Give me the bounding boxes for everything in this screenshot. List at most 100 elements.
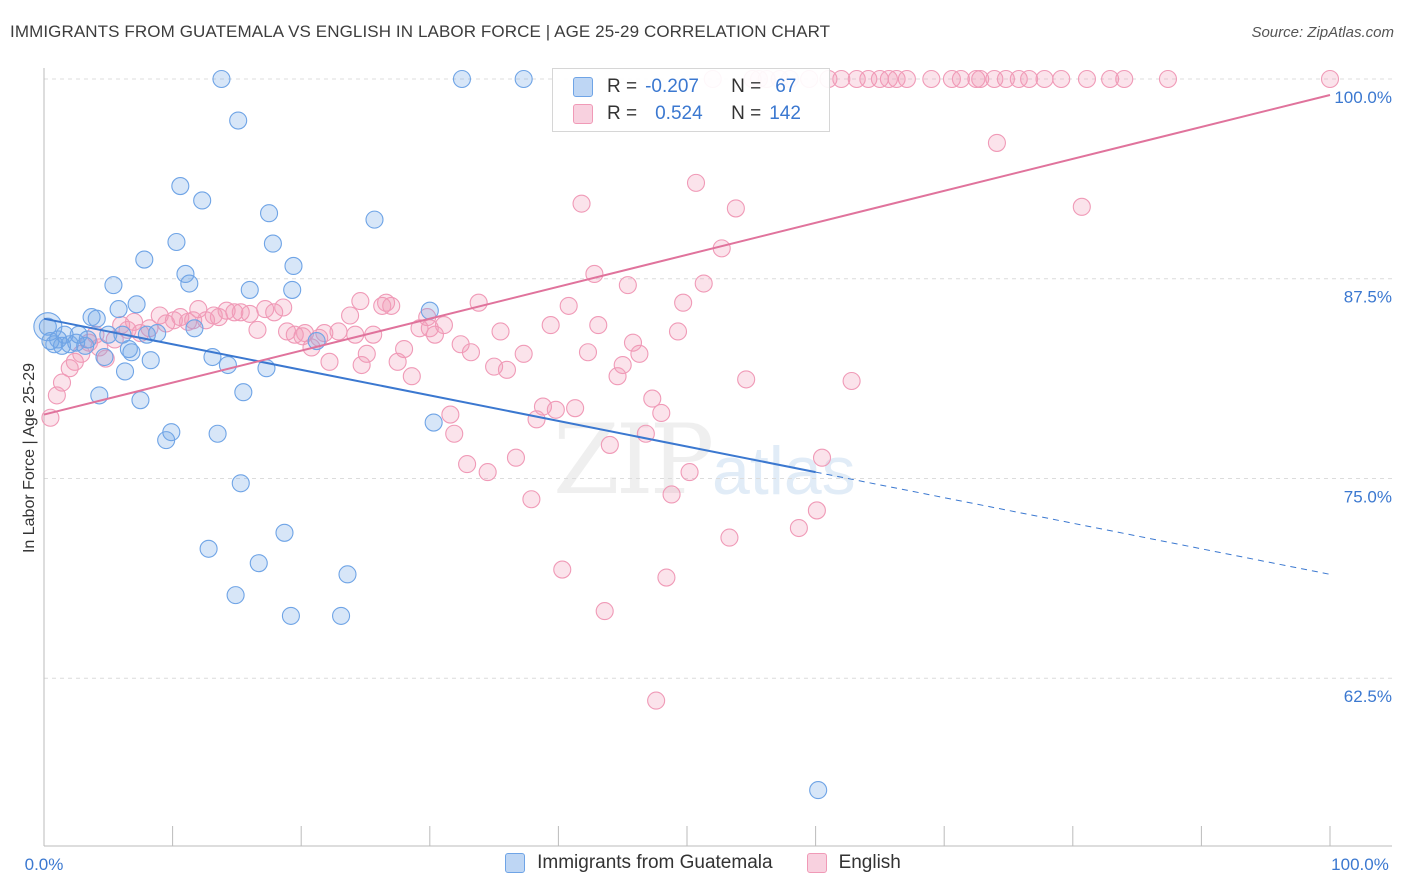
tick-labels: 62.5% 75.0% 87.5% 100.0% 0.0% 100.0%	[25, 88, 1392, 874]
point-english	[346, 325, 365, 344]
trend-line-guatemala-extension	[815, 471, 1331, 575]
point-english	[1077, 69, 1096, 89]
point-english	[1035, 69, 1054, 89]
point-guatemala	[131, 391, 150, 410]
point-english	[1052, 69, 1071, 89]
point-guatemala	[234, 383, 253, 402]
point-guatemala	[275, 523, 294, 542]
point-english	[608, 367, 627, 386]
point-english	[737, 370, 756, 389]
point-english	[1101, 69, 1120, 89]
point-english	[623, 333, 643, 352]
legend-item-english[interactable]: English	[806, 852, 901, 874]
point-guatemala	[135, 250, 154, 269]
series-legend: Immigrants from Guatemala English	[0, 852, 1406, 874]
chart-title: IMMIGRANTS FROM GUATEMALA VS ENGLISH IN …	[10, 22, 831, 41]
point-guatemala	[365, 210, 384, 229]
point-english	[971, 69, 990, 89]
point-english	[566, 399, 585, 418]
point-guatemala	[259, 204, 279, 223]
legend-r-value: 0.524	[655, 103, 703, 124]
point-english	[1020, 69, 1039, 89]
point-english	[352, 355, 371, 375]
point-english	[578, 343, 598, 362]
point-guatemala	[176, 264, 195, 283]
point-english	[458, 455, 477, 474]
point-guatemala	[33, 312, 63, 342]
point-english	[897, 69, 916, 89]
point-english	[694, 274, 713, 293]
legend-r-label: R =	[607, 76, 638, 97]
point-english	[377, 293, 396, 312]
point-english	[514, 344, 533, 363]
point-guatemala	[249, 554, 268, 573]
point-english	[647, 691, 666, 710]
point-english	[402, 367, 421, 386]
point-guatemala	[78, 330, 97, 349]
point-english	[265, 303, 284, 322]
point-guatemala	[452, 69, 472, 89]
y-tick-label: 75.0%	[1344, 487, 1392, 506]
point-english	[662, 485, 681, 504]
point-english	[613, 355, 632, 375]
point-english	[240, 304, 259, 323]
point-english	[922, 69, 941, 89]
point-guatemala	[226, 586, 245, 605]
point-guatemala	[514, 69, 533, 89]
x-tick-label: 0.0%	[25, 855, 64, 874]
point-english	[657, 568, 676, 587]
point-english	[720, 528, 739, 547]
point-guatemala	[263, 234, 282, 253]
point-english	[541, 316, 560, 335]
point-english	[674, 293, 693, 312]
point-english	[553, 560, 572, 579]
point-guatemala	[87, 309, 106, 328]
point-english	[231, 303, 250, 322]
point-english	[618, 276, 637, 295]
point-english	[559, 296, 578, 315]
point-english	[1158, 69, 1178, 89]
point-english	[1072, 197, 1091, 216]
point-guatemala	[231, 474, 250, 493]
point-english	[351, 292, 370, 311]
point-english	[341, 306, 360, 325]
point-english	[987, 133, 1006, 152]
point-english	[652, 403, 671, 423]
point-english	[248, 320, 267, 339]
legend-row-guatemala: R = -0.207 N = 67	[573, 74, 796, 100]
point-english	[497, 360, 517, 379]
point-guatemala	[104, 276, 123, 295]
point-guatemala	[38, 317, 57, 336]
point-english	[124, 312, 144, 331]
point-guatemala	[229, 111, 248, 130]
legend-item-guatemala[interactable]: Immigrants from Guatemala	[505, 852, 773, 874]
point-guatemala	[212, 69, 231, 89]
point-guatemala	[424, 413, 443, 432]
legend-n-label: N =	[731, 103, 762, 124]
point-guatemala	[119, 339, 138, 359]
point-english	[420, 319, 439, 338]
legend-label-english: English	[838, 852, 901, 873]
point-english	[789, 518, 808, 538]
legend-label-guatemala: Immigrants from Guatemala	[537, 852, 773, 873]
point-english	[491, 322, 510, 341]
point-english	[842, 371, 861, 391]
point-english	[807, 501, 826, 520]
point-english	[996, 69, 1015, 89]
watermark-zip: ZIP	[553, 404, 714, 516]
x-tick-label: 100.0%	[1331, 855, 1389, 874]
watermark-atlas: atlas	[712, 433, 856, 509]
point-guatemala	[338, 565, 357, 584]
point-english	[668, 322, 688, 341]
point-guatemala	[115, 362, 135, 381]
point-guatemala	[283, 280, 302, 299]
source-label: Source: ZipAtlas.com	[1251, 24, 1394, 41]
point-english	[357, 344, 376, 363]
trend-line-guatemala	[43, 317, 816, 474]
legend-row-english: R = 0.524 N = 142	[573, 101, 801, 127]
point-english	[329, 322, 348, 341]
point-english	[274, 298, 293, 317]
point-english	[812, 448, 832, 467]
trend-line-english	[43, 94, 1331, 416]
